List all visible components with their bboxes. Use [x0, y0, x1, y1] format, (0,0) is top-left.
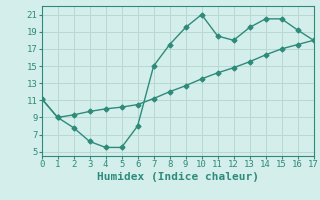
X-axis label: Humidex (Indice chaleur): Humidex (Indice chaleur)	[97, 172, 259, 182]
